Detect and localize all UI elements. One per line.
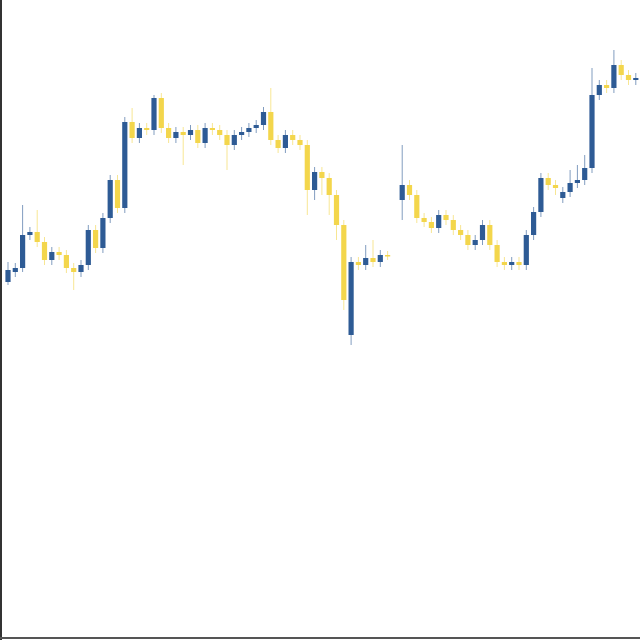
candle-body [545,178,551,185]
candle-body [71,268,77,272]
candle-body [173,132,179,138]
candle-body [399,185,405,200]
candle-body [450,220,456,230]
candle-body [107,180,113,218]
candle-body [260,112,267,125]
candle-body [304,145,310,190]
candle-body [151,98,157,130]
candle-body [465,235,471,245]
candle-body [472,240,478,245]
candle-body [326,178,332,195]
candle-body [224,135,230,145]
candle-body [180,132,186,135]
candle-body [574,180,580,183]
candle-body [582,168,588,180]
candle-body [538,178,544,212]
candle-body [27,232,33,235]
candle-body [458,230,464,235]
candle-body [523,235,529,265]
candle-body [253,125,259,128]
candle-body [370,258,376,262]
candle-body [443,215,449,220]
candle-body [56,252,62,255]
candle-body [596,85,602,95]
candle-body [406,185,413,195]
candle-body [231,135,237,145]
candle-body [78,265,84,272]
candle-body [202,128,208,143]
candle-body [589,95,595,168]
candle-body [363,258,369,265]
candle-body [560,192,566,198]
candle-body [100,218,106,248]
candle-body [217,130,223,135]
candle-body [268,112,274,140]
candle-body [63,255,69,268]
candle-body [531,212,537,235]
candle-body [34,232,40,242]
candle-body [5,270,11,282]
candle-body [567,183,573,192]
candle-body [385,255,391,257]
candle-body [195,130,201,143]
candle-body [428,222,434,228]
candle-body [12,268,18,272]
candle-body [355,262,361,265]
candle-body [487,225,493,245]
candle-body [611,65,617,88]
candle-body [282,135,288,148]
candle-body [93,230,99,248]
candle-body [436,215,442,228]
candle-body [377,255,383,262]
candle-body [312,172,318,190]
candle-body [421,218,427,222]
candle-body [414,195,420,218]
candle-body [552,185,559,188]
candle-body [246,128,252,132]
candle-body [341,225,347,300]
candle-body [136,128,142,138]
candle-body [494,245,500,262]
candle-body [209,128,215,130]
candle-body [122,122,128,208]
candle-body [625,75,632,80]
candle-body [144,128,150,130]
candle-body [20,235,26,268]
candle-body [604,85,610,88]
candle-body [85,230,91,265]
candle-body [239,132,245,135]
candle-body [633,78,639,80]
candle-body [41,242,48,260]
candle-body [290,135,296,140]
candle-body [479,225,486,240]
candle-body [158,98,164,128]
candle-body [275,140,281,148]
candle-body [297,140,303,145]
candle-body [333,195,340,225]
candle-body [166,128,172,138]
candle-body [509,262,515,265]
candle-body [49,252,55,260]
candle-body [319,172,325,178]
candle-body [129,122,135,138]
candle-body [187,130,194,135]
candle-body [516,262,522,265]
candle-body [618,65,624,75]
candle-body [501,262,507,265]
candle-body [348,262,354,335]
candle-body [114,180,121,208]
